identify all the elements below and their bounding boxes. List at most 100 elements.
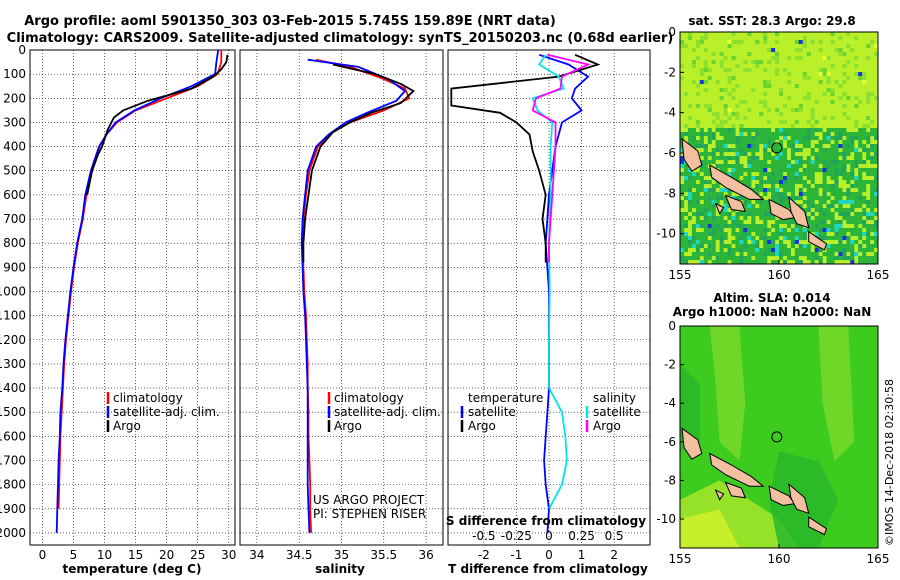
- island: [724, 481, 747, 499]
- sst-map: 155 160 165 0 -2 -4 -6 -8 -10: [656, 25, 889, 282]
- depth-tick-label: 1000: [0, 284, 26, 298]
- island: [714, 489, 725, 501]
- difference-legend-temperature: temperature satellite Argo: [460, 391, 543, 433]
- series-line: [86, 54, 229, 196]
- island: [768, 485, 796, 507]
- map-y-tick: -4: [664, 396, 676, 410]
- depth-tick-label: 400: [3, 140, 26, 154]
- top-x-tick-label: -0.25: [501, 529, 532, 543]
- map-x-tick: 160: [768, 552, 791, 566]
- map-x-tick: 155: [669, 268, 692, 282]
- x-tick-label: 10: [97, 548, 112, 562]
- series-line: [302, 63, 415, 263]
- difference-xlabel: T difference from climatology: [448, 562, 648, 576]
- x-tick-label: 0: [39, 548, 47, 562]
- map-y-tick: -10: [656, 227, 676, 241]
- x-tick-label: -2: [478, 548, 490, 562]
- island: [681, 137, 703, 172]
- depth-tick-label: 1300: [0, 357, 26, 371]
- map-x-tick: 160: [768, 268, 791, 282]
- depth-tick-label: 1100: [0, 309, 26, 323]
- depth-tick-label: 900: [3, 260, 26, 274]
- map-y-tick: -2: [664, 358, 676, 372]
- depth-tick-label: 500: [3, 164, 26, 178]
- x-tick-label: 15: [128, 548, 143, 562]
- legend-argo: Argo: [593, 419, 621, 433]
- sla-map-title2: Argo h1000: NaN h2000: NaN: [673, 305, 872, 319]
- x-tick-label: 36: [418, 548, 433, 562]
- island: [788, 483, 810, 515]
- series-line: [531, 53, 591, 263]
- x-tick-label: 30: [221, 548, 236, 562]
- top-x-tick-label: 0: [545, 529, 553, 543]
- temperature-xlabel: temperature (deg C): [63, 562, 202, 576]
- map-y-tick: -2: [664, 65, 676, 79]
- sst-map-title: sat. SST: 28.3 Argo: 29.8: [688, 14, 855, 28]
- island: [681, 427, 703, 460]
- credit-project: US ARGO PROJECT: [313, 493, 425, 507]
- legend-satellite: satellite: [468, 405, 516, 419]
- island: [768, 198, 796, 221]
- island: [808, 230, 828, 251]
- x-tick-label: -1: [510, 548, 522, 562]
- legend-title: salinity: [593, 391, 636, 405]
- map-y-tick: -6: [664, 146, 676, 160]
- depth-tick-label: 1200: [0, 333, 26, 347]
- argo-position-marker: [771, 142, 783, 154]
- depth-tick-label: 1500: [0, 405, 26, 419]
- difference-series: [450, 53, 601, 533]
- depth-tick-label: 1900: [0, 502, 26, 516]
- x-tick-label: 0: [545, 548, 553, 562]
- map-y-tick: -4: [664, 106, 676, 120]
- legend-satellite: satellite: [593, 405, 641, 419]
- map-y-tick: -10: [656, 512, 676, 526]
- legend-argo: Argo: [334, 419, 362, 433]
- series-line: [301, 58, 411, 533]
- x-tick-labels: 0 5 10 15 20 25 30 34 34.5 35 35.5 36 -2 -1 0 1 2 -0.5 -0.…: [39, 529, 624, 562]
- temperature-series: [55, 49, 229, 533]
- depth-tick-label: 300: [3, 115, 26, 129]
- map-y-tick: -8: [664, 473, 676, 487]
- island: [788, 196, 810, 229]
- depth-tick-label: 800: [3, 236, 26, 250]
- salinity-legend: climatology satellite-adj. clim. Argo: [327, 391, 441, 433]
- depth-tick-label: 100: [3, 67, 26, 81]
- depth-tick-label: 2000: [0, 526, 26, 540]
- map-x-tick: 155: [669, 552, 692, 566]
- temperature-legend: climatology satellite-adj. clim. Argo: [106, 391, 220, 433]
- legend-argo: Argo: [468, 419, 496, 433]
- depth-tick-label: 1600: [0, 429, 26, 443]
- island: [714, 202, 725, 215]
- imos-timestamp: ©IMOS 14-Dec-2018 02:30:58: [883, 379, 896, 546]
- x-tick-label: 20: [159, 548, 174, 562]
- legend-argo: Argo: [113, 419, 141, 433]
- difference-xlabel-top: S difference from climatology: [446, 514, 646, 528]
- map-x-tick: 165: [867, 268, 890, 282]
- legend-satellite: satellite-adj. clim.: [334, 405, 441, 419]
- map-y-tick: -8: [664, 186, 676, 200]
- island: [709, 164, 765, 200]
- top-x-tick-label: 0.5: [605, 529, 624, 543]
- x-tick-label: 35: [334, 548, 349, 562]
- difference-grid: [448, 49, 650, 545]
- depth-tick-label: 1800: [0, 478, 26, 492]
- x-tick-label: 2: [610, 548, 618, 562]
- x-tick-label: 5: [70, 548, 78, 562]
- x-tick-label: 34.5: [286, 548, 313, 562]
- series-line: [538, 53, 590, 533]
- legend-title: temperature: [468, 391, 543, 405]
- x-tick-label: 35.5: [370, 548, 397, 562]
- argo-position-marker: [771, 431, 783, 443]
- depth-tick-label: 0: [18, 43, 26, 57]
- x-tick-label: 1: [578, 548, 586, 562]
- map-y-tick: -6: [664, 435, 676, 449]
- depth-tick-label: 700: [3, 212, 26, 226]
- x-tick-label: 25: [190, 548, 205, 562]
- legend-climatology: climatology: [113, 391, 183, 405]
- credit-pi: PI: STEPHEN RISER: [313, 507, 426, 521]
- depth-tick-label: 1700: [0, 453, 26, 467]
- island: [808, 516, 828, 536]
- sla-map-title1: Altim. SLA: 0.014: [713, 291, 830, 305]
- map-y-tick: 0: [668, 25, 676, 39]
